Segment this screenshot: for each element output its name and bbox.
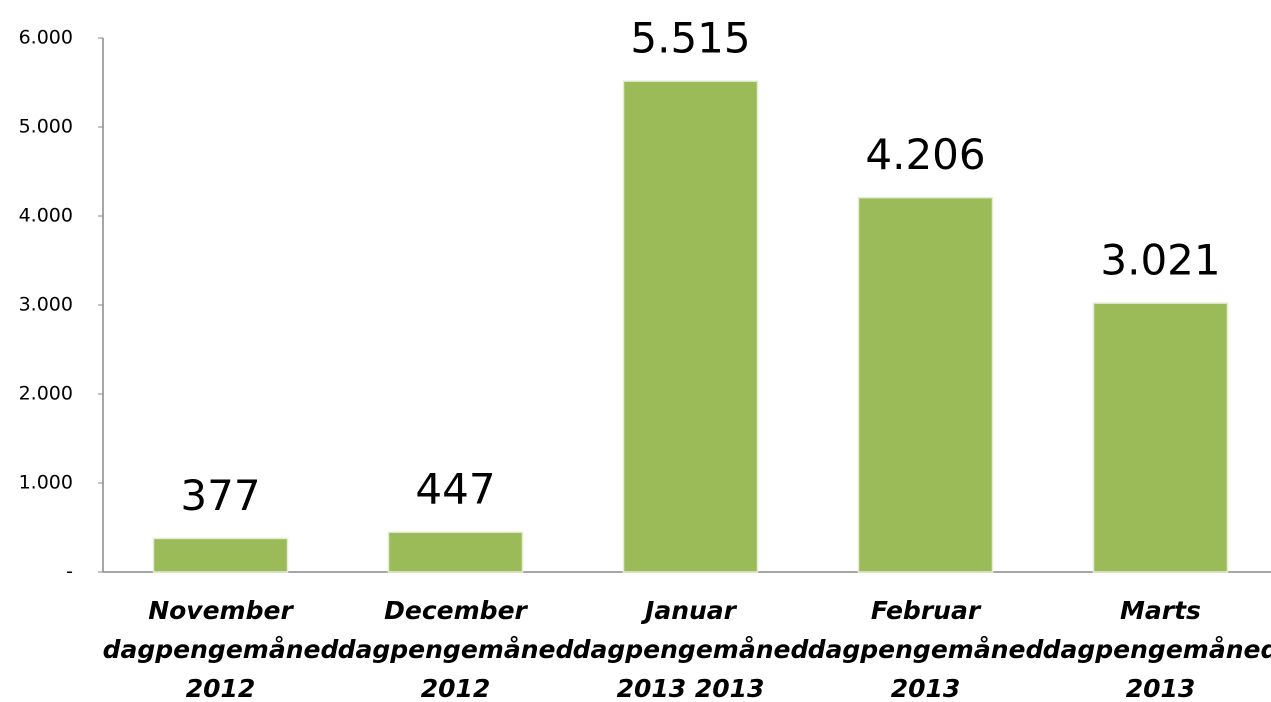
x-tick-label: Januar: [640, 596, 738, 625]
x-tick-label: dagpengemåned: [338, 635, 575, 664]
x-tick-label: 2012: [186, 674, 256, 702]
y-tick-label: 1.000: [19, 472, 73, 494]
x-tick-label: Marts: [1120, 596, 1201, 625]
y-tick-label: 4.000: [19, 205, 73, 227]
y-tick-label: 2.000: [19, 383, 73, 405]
y-tick-label: -: [66, 561, 73, 583]
value-label: 4.206: [865, 130, 985, 179]
x-tick-label: 2012: [421, 674, 491, 702]
bar: [857, 196, 994, 573]
value-label: 447: [415, 465, 495, 514]
bar: [1092, 302, 1229, 573]
value-label: 5.515: [630, 14, 750, 63]
bar: [387, 531, 524, 573]
x-tick-label: 2013: [1126, 674, 1196, 702]
y-tick-label: 6.000: [19, 27, 73, 49]
x-tick-label: dagpengemåned: [808, 635, 1045, 664]
x-tick-label: dagpengemåned: [103, 635, 340, 664]
x-tick-label: 2013: [891, 674, 961, 702]
x-tick-label: November: [148, 596, 294, 625]
x-tick-label: dagpengemåned: [573, 635, 810, 664]
value-label: 377: [180, 471, 260, 520]
x-tick-label: 2013 2013: [617, 674, 765, 702]
bar: [622, 80, 759, 573]
y-tick-label: 5.000: [19, 116, 73, 138]
value-label: 3.021: [1100, 236, 1220, 285]
x-tick-label: December: [384, 596, 528, 625]
y-tick-label: 3.000: [19, 294, 73, 316]
bar: [152, 537, 289, 573]
x-tick-label: Februar: [871, 596, 982, 625]
x-tick-label: dagpengemåned: [1043, 635, 1271, 664]
